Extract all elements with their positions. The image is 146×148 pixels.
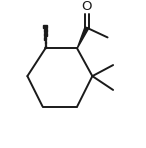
Polygon shape [44,25,47,29]
Polygon shape [45,45,46,48]
Polygon shape [44,29,47,32]
Polygon shape [45,41,46,44]
Polygon shape [77,27,89,49]
Polygon shape [44,33,47,36]
Polygon shape [45,37,46,40]
Text: O: O [82,0,92,13]
